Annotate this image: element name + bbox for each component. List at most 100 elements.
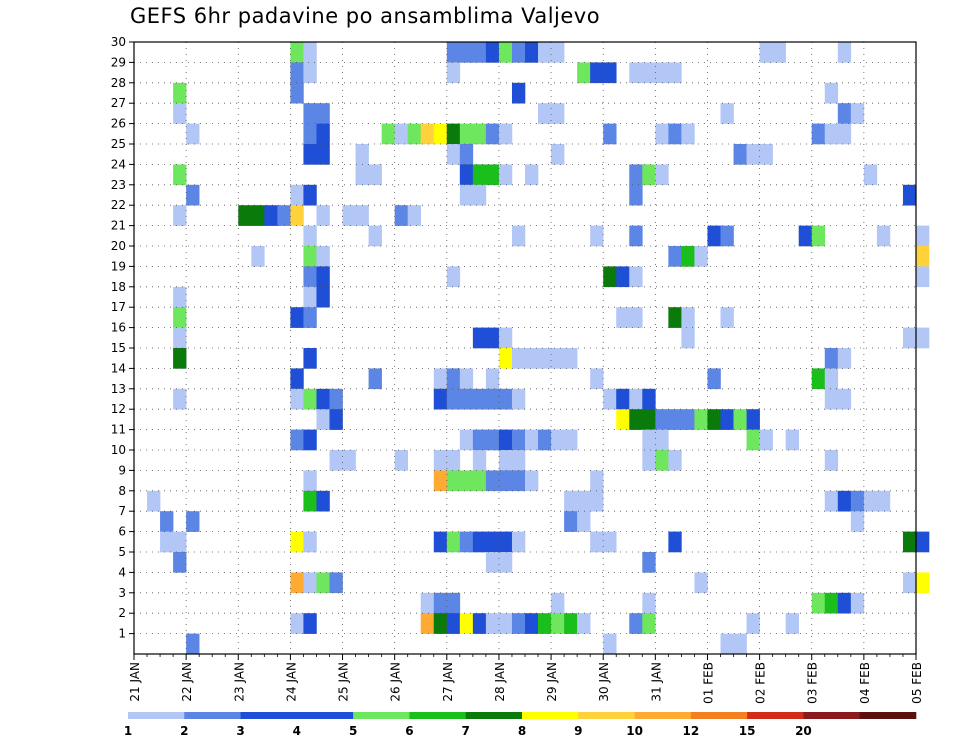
heatmap-cell xyxy=(720,225,734,247)
x-tick-label: 28 JAN xyxy=(493,662,507,702)
colorbar-segment xyxy=(690,712,748,719)
heatmap-cell xyxy=(759,42,773,63)
colorbar-segment xyxy=(240,712,298,719)
x-tick-label: 22 JAN xyxy=(180,662,194,702)
heatmap-cell xyxy=(173,205,187,226)
heatmap-cell xyxy=(329,450,343,471)
heatmap-cell xyxy=(642,613,656,634)
heatmap-cell xyxy=(173,286,187,308)
colorbar-label: 12 xyxy=(683,724,700,738)
heatmap-cell xyxy=(694,572,708,594)
y-tick-label: 2 xyxy=(118,606,126,620)
colorbar-segment xyxy=(409,712,467,719)
heatmap-cell xyxy=(850,490,865,512)
heatmap-cell xyxy=(876,225,891,247)
heatmap-cell xyxy=(459,164,474,186)
y-tick-label: 4 xyxy=(118,565,126,579)
heatmap-cell xyxy=(850,592,865,614)
heatmap-cell xyxy=(329,409,343,430)
heatmap-cell xyxy=(290,368,304,390)
heatmap-cell xyxy=(290,82,304,104)
heatmap-cell xyxy=(511,470,526,492)
colorbar-segment xyxy=(578,712,635,719)
y-tick-label: 5 xyxy=(118,545,126,559)
heatmap-cell xyxy=(707,225,721,247)
heatmap-cell xyxy=(564,511,578,532)
heatmap-cell xyxy=(459,123,474,145)
heatmap-cell xyxy=(485,327,500,349)
heatmap-cell xyxy=(186,511,200,532)
heatmap-cell xyxy=(173,531,187,553)
y-tick-label: 14 xyxy=(111,361,126,375)
heatmap-cell xyxy=(538,348,552,369)
heatmap-cell xyxy=(485,429,500,451)
heatmap-cell xyxy=(446,388,461,410)
y-tick-label: 6 xyxy=(118,525,126,539)
y-tick-label: 20 xyxy=(111,239,126,253)
heatmap-cell xyxy=(316,266,330,288)
heatmap-cell xyxy=(863,164,878,186)
heatmap-cell xyxy=(681,327,695,349)
heatmap-cell xyxy=(498,552,513,573)
heatmap-cell xyxy=(472,123,487,145)
heatmap-cell xyxy=(551,348,565,369)
colorbar-segment xyxy=(296,712,354,719)
heatmap-cell xyxy=(485,164,500,186)
heatmap-cell xyxy=(902,327,917,349)
heatmap-cell xyxy=(590,490,604,512)
y-tick-label: 23 xyxy=(111,178,126,192)
heatmap-cell xyxy=(629,307,643,328)
heatmap-cell xyxy=(446,266,461,288)
heatmap-cell xyxy=(642,552,656,573)
heatmap-cell xyxy=(642,450,656,471)
heatmap-cell xyxy=(603,633,617,655)
heatmap-cell xyxy=(355,205,369,226)
heatmap-cell xyxy=(446,144,461,165)
heatmap-cell xyxy=(707,409,721,430)
heatmap-cell xyxy=(459,613,474,634)
heatmap-cell xyxy=(303,613,317,634)
heatmap-cell xyxy=(824,123,839,145)
y-tick-label: 7 xyxy=(118,504,126,518)
heatmap-cell xyxy=(746,409,760,430)
heatmap-cell xyxy=(525,470,539,492)
heatmap-cell xyxy=(394,123,408,145)
colorbar-label: 10 xyxy=(626,724,643,738)
heatmap-cell xyxy=(290,531,304,553)
heatmap-cell xyxy=(290,429,304,451)
heatmap-cell xyxy=(485,470,500,492)
heatmap-cell xyxy=(538,42,552,63)
heatmap-cell xyxy=(355,164,369,186)
heatmap-cell xyxy=(733,144,747,165)
heatmap-cell xyxy=(551,103,565,124)
heatmap-cell xyxy=(303,307,317,328)
heatmap-cell xyxy=(186,184,200,206)
heatmap-cell xyxy=(746,429,760,451)
heatmap-cell xyxy=(525,429,539,451)
colorbar-segment xyxy=(803,712,861,719)
x-tick-label: 30 JAN xyxy=(597,662,611,702)
heatmap-cell xyxy=(186,123,200,145)
heatmap-cell xyxy=(629,225,643,247)
heatmap-cell xyxy=(472,613,487,634)
heatmap-cell xyxy=(433,470,448,492)
heatmap-cell xyxy=(837,42,852,63)
y-tick-label: 17 xyxy=(111,300,126,314)
heatmap-cell xyxy=(733,633,747,655)
heatmap-cell xyxy=(290,613,304,634)
heatmap-cell xyxy=(642,62,656,84)
heatmap-cell xyxy=(420,123,435,145)
heatmap-cell xyxy=(251,205,265,226)
colorbar-segment xyxy=(128,712,185,719)
heatmap-cell xyxy=(173,348,187,369)
heatmap-cell xyxy=(824,348,839,369)
heatmap-cell xyxy=(655,164,669,186)
x-tick-label: 23 JAN xyxy=(232,662,246,702)
heatmap-cell xyxy=(629,62,643,84)
heatmap-cell xyxy=(837,592,852,614)
chart-title: GEFS 6hr padavine po ansamblima Valjevo xyxy=(130,4,601,28)
heatmap-cell xyxy=(668,450,682,471)
heatmap-cell xyxy=(577,613,591,634)
heatmap-cell xyxy=(433,388,448,410)
heatmap-cell xyxy=(551,592,565,614)
